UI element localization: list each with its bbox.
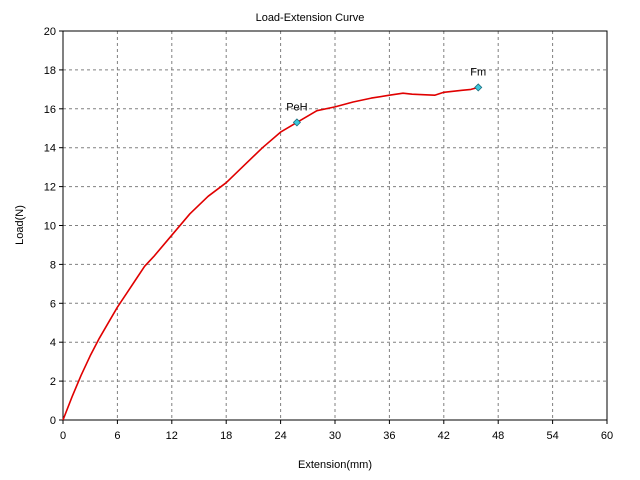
y-tick-label: 16 — [44, 104, 56, 116]
series-line-load-extension — [62, 86, 479, 421]
x-tick-label: 6 — [114, 430, 120, 442]
x-tick-label: 24 — [274, 430, 286, 442]
y-tick-label: 20 — [44, 26, 56, 38]
x-tick-label: 18 — [220, 430, 232, 442]
y-tick-label: 2 — [50, 376, 56, 388]
grid — [63, 31, 607, 420]
marker-label-fm: Fm — [470, 66, 486, 78]
x-tick-label: 54 — [546, 430, 558, 442]
y-tick-label: 12 — [44, 182, 56, 194]
x-axis-ticks: 0 6 12 18 24 30 36 42 48 54 60 — [60, 420, 613, 442]
x-tick-label: 42 — [438, 430, 450, 442]
y-tick-label: 0 — [50, 415, 56, 427]
x-tick-label: 0 — [60, 430, 66, 442]
y-tick-label: 18 — [44, 65, 56, 77]
y-axis-label: Load(N) — [14, 205, 26, 245]
marker-label-peh: PeH — [286, 101, 307, 113]
x-tick-label: 60 — [601, 430, 613, 442]
x-tick-label: 36 — [383, 430, 395, 442]
y-tick-label: 4 — [50, 337, 56, 349]
x-tick-label: 30 — [329, 430, 341, 442]
x-tick-label: 12 — [166, 430, 178, 442]
marker-point-fm — [474, 83, 483, 92]
y-tick-label: 8 — [50, 259, 56, 271]
marker-point-peh — [292, 118, 301, 127]
x-axis-label: Extension(mm) — [298, 459, 372, 471]
y-tick-label: 14 — [44, 143, 56, 155]
chart-title: Load-Extension Curve — [256, 12, 365, 24]
markers: PeH Fm — [286, 66, 486, 127]
y-tick-label: 6 — [50, 298, 56, 310]
x-tick-label: 48 — [492, 430, 504, 442]
y-axis-ticks: 0 2 4 6 8 10 12 14 16 18 20 — [44, 26, 63, 427]
y-tick-label: 10 — [44, 221, 56, 233]
